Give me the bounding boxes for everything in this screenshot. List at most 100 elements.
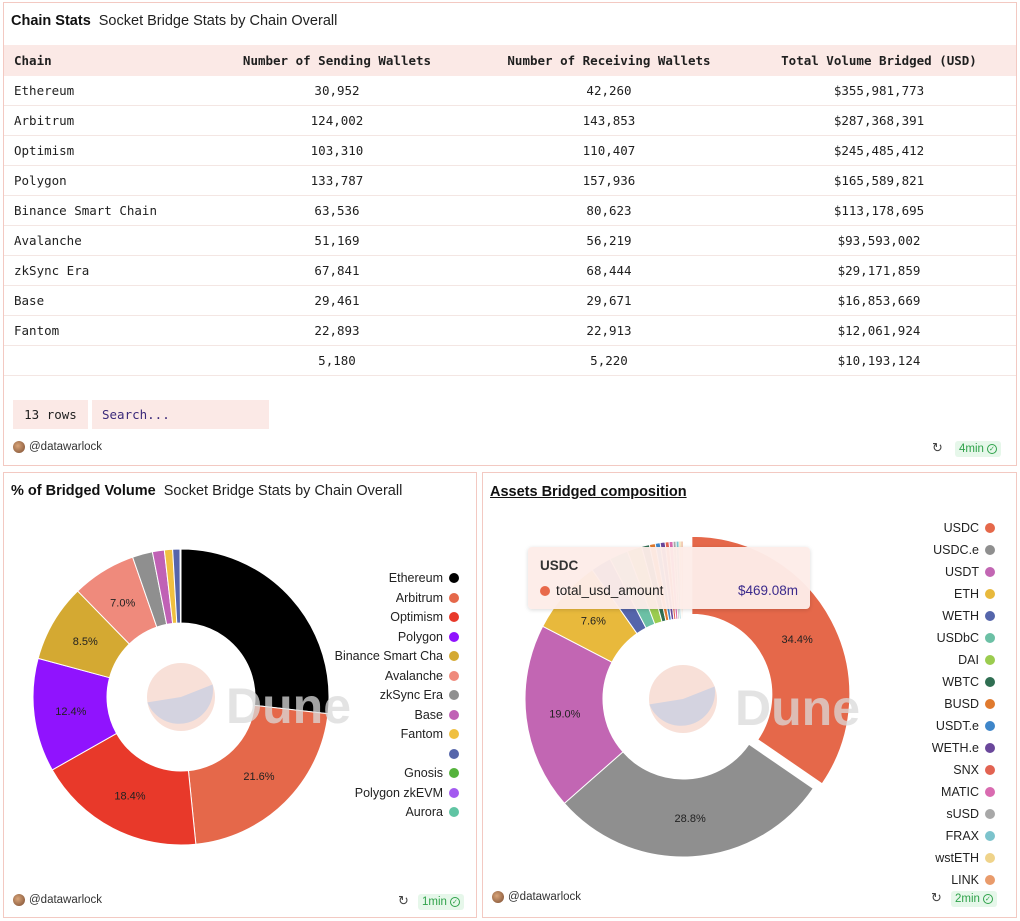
table-row[interactable]: Ethereum 30,952 42,260 $355,981,773 <box>4 76 1016 106</box>
table-row[interactable]: Arbitrum 124,002 143,853 $287,368,391 <box>4 106 1016 136</box>
column-header-sending-wallets[interactable]: Number of Sending Wallets <box>242 53 432 68</box>
legend-item[interactable]: Fantom <box>401 725 459 743</box>
refresh-icon[interactable]: ↻ <box>932 440 943 455</box>
pie-data-label: 34.4% <box>782 634 813 646</box>
legend-item[interactable]: Arbitrum <box>396 589 459 607</box>
legend-color-dot <box>449 612 459 622</box>
legend-color-dot <box>985 633 995 643</box>
legend-item[interactable]: WBTC <box>942 673 995 691</box>
table-row[interactable]: 5,180 5,220 $10,193,124 <box>4 346 1016 376</box>
legend-color-dot <box>985 611 995 621</box>
table-row[interactable]: zkSync Era 67,841 68,444 $29,171,859 <box>4 256 1016 286</box>
pie-slice-arbitrum[interactable] <box>187 704 329 845</box>
center-mini-pie-icon <box>649 665 717 733</box>
legend-color-dot <box>985 545 995 555</box>
author-link[interactable]: @datawarlock <box>13 894 102 906</box>
pie-data-label: 18.4% <box>114 791 145 803</box>
legend-item[interactable]: Base <box>415 706 459 724</box>
table-row[interactable]: Polygon 133,787 157,936 $165,589,821 <box>4 166 1016 196</box>
legend-label: USDT.e <box>935 719 979 733</box>
pie-slice-usdc-e[interactable] <box>563 743 814 858</box>
legend-item[interactable]: BUSD <box>944 695 995 713</box>
table-row[interactable]: Fantom 22,893 22,913 $12,061,924 <box>4 316 1016 346</box>
legend-item[interactable]: Binance Smart Cha <box>335 647 459 665</box>
legend-item[interactable]: sUSD <box>946 805 995 823</box>
pie-data-label: 7.6% <box>581 616 606 628</box>
legend-item[interactable] <box>443 745 459 763</box>
column-header-total-volume[interactable]: Total Volume Bridged (USD) <box>781 53 977 68</box>
table-panel-title: Chain Stats Socket Bridge Stats by Chain … <box>11 13 337 29</box>
legend-label: Polygon zkEVM <box>354 785 443 800</box>
legend-item[interactable]: USDC.e <box>933 541 995 559</box>
legend-item[interactable]: MATIC <box>941 783 995 801</box>
tooltip-series-dot <box>540 585 550 596</box>
pie-data-label: 12.4% <box>55 706 86 718</box>
legend-item[interactable]: USDT.e <box>936 717 995 735</box>
panel-title[interactable]: % of Bridged Volume <box>11 483 156 499</box>
refresh-icon[interactable]: ↻ <box>398 893 409 908</box>
legend-color-dot <box>985 787 995 797</box>
panel-title[interactable]: Assets Bridged composition <box>490 484 687 500</box>
legend-item[interactable]: LINK <box>951 871 995 889</box>
legend-color-dot <box>985 743 995 753</box>
chart-tooltip: USDC total_usd_amount $469.08m <box>528 547 810 609</box>
column-header-chain[interactable]: Chain <box>14 53 52 68</box>
legend-item[interactable]: WETH.e <box>932 739 995 757</box>
legend-item[interactable]: FRAX <box>946 827 995 845</box>
legend-color-dot <box>985 831 995 841</box>
legend-item[interactable]: Polygon <box>398 628 459 646</box>
legend-color-dot <box>985 765 995 775</box>
pie-slice-usdt[interactable] <box>524 625 624 805</box>
legend-item[interactable]: Gnosis <box>404 764 459 782</box>
legend-item[interactable]: wstETH <box>935 849 995 867</box>
legend-color-dot <box>985 655 995 665</box>
legend-label: BUSD <box>944 697 979 711</box>
tooltip-title: USDC <box>540 558 579 573</box>
legend-item[interactable]: zkSync Era <box>380 686 459 704</box>
legend-item[interactable]: Polygon zkEVM <box>355 784 459 802</box>
tooltip-row: total_usd_amount $469.08m <box>540 583 798 598</box>
table-cell-sending: 133,787 <box>310 173 364 188</box>
legend-label: sUSD <box>946 807 979 821</box>
table-cell-receiving: 42,260 <box>586 83 632 98</box>
table-cell-receiving: 80,623 <box>586 203 632 218</box>
author-link[interactable]: @datawarlock <box>492 891 581 903</box>
legend-item[interactable]: USDbC <box>937 629 995 647</box>
check-circle-icon: ✓ <box>986 444 997 454</box>
column-header-receiving-wallets[interactable]: Number of Receiving Wallets <box>507 53 711 68</box>
dune-watermark: Dune <box>226 678 351 734</box>
pie-slice-ethereum[interactable] <box>180 548 330 715</box>
table-row[interactable]: Base 29,461 29,671 $16,853,669 <box>4 286 1016 316</box>
table-row[interactable]: Binance Smart Chain 63,536 80,623 $113,178,… <box>4 196 1016 226</box>
pie-slice-optimism[interactable] <box>51 732 197 846</box>
legend-item[interactable]: Aurora <box>405 803 459 821</box>
legend-color-dot <box>985 523 995 533</box>
legend-item[interactable]: USDC <box>944 519 995 537</box>
legend-color-dot <box>449 748 459 759</box>
legend-item[interactable]: DAI <box>958 651 995 669</box>
legend-item[interactable]: WETH <box>942 607 995 625</box>
table-cell-volume: $12,061,924 <box>837 323 921 338</box>
table-cell-volume: $16,853,669 <box>837 293 921 308</box>
table-row[interactable]: Optimism 103,310 110,407 $245,485,412 <box>4 136 1016 166</box>
table-search-input[interactable] <box>92 400 269 429</box>
legend-item[interactable]: USDT <box>945 563 995 581</box>
legend-item[interactable]: Ethereum <box>389 569 459 587</box>
panel-title[interactable]: Chain Stats <box>11 13 91 29</box>
legend-item[interactable]: Avalanche <box>385 667 459 685</box>
age-text: 2min <box>955 893 980 905</box>
legend-item[interactable]: ETH <box>954 585 995 603</box>
legend-label: FRAX <box>945 829 979 843</box>
age-text: 1min <box>422 896 447 908</box>
legend-color-dot <box>449 729 459 739</box>
table-cell-receiving: 56,219 <box>586 233 632 248</box>
refresh-icon[interactable]: ↻ <box>931 890 942 905</box>
legend-item[interactable]: SNX <box>953 761 995 779</box>
pie-slice-gnosis[interactable] <box>179 548 182 624</box>
author-link[interactable]: @datawarlock <box>13 441 102 453</box>
legend-color-dot <box>985 809 995 819</box>
table-row[interactable]: Avalanche 51,169 56,219 $93,593,002 <box>4 226 1016 256</box>
legend-item[interactable]: Optimism <box>390 608 459 626</box>
legend-label: Arbitrum <box>395 590 443 605</box>
panel-subtitle: Socket Bridge Stats by Chain Overall <box>163 483 403 499</box>
